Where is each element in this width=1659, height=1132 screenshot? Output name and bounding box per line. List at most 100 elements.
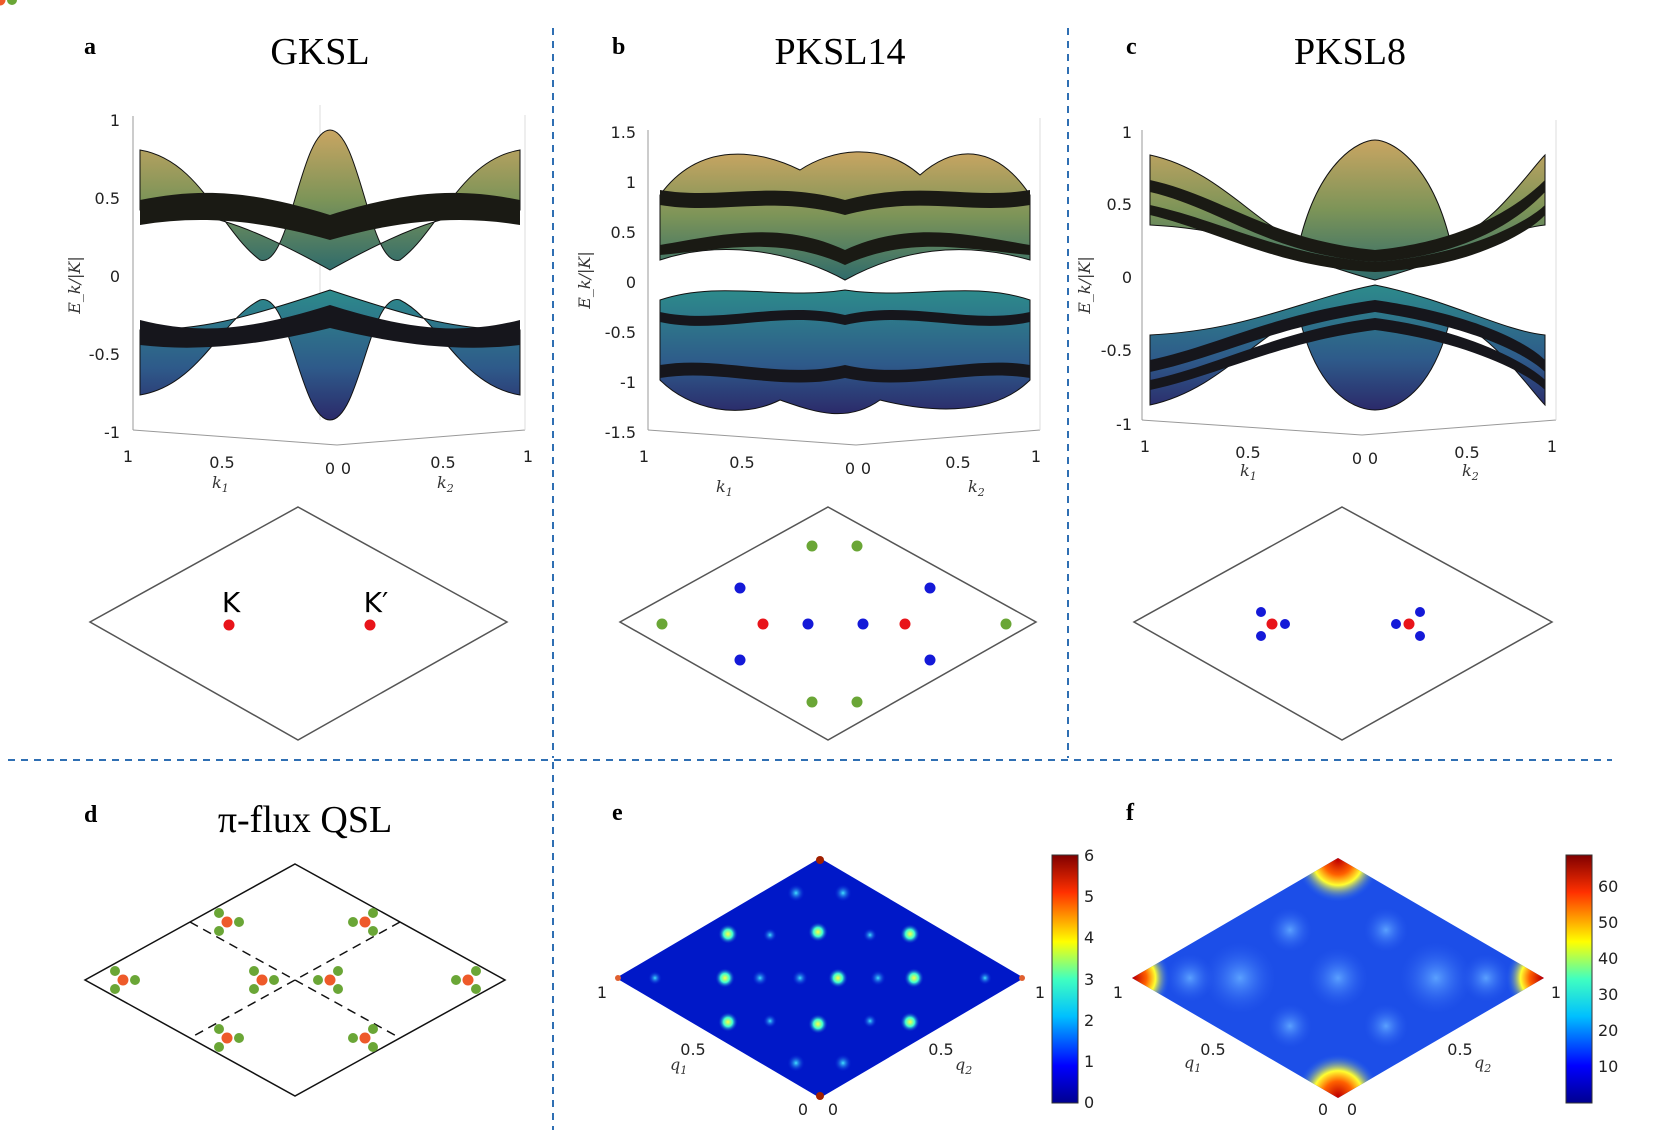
q1-tick: 0.5 xyxy=(680,1040,705,1059)
ylabel-a: E_k/|K| xyxy=(65,256,84,315)
ytick: 1.5 xyxy=(611,123,636,142)
ytick: 1 xyxy=(110,111,120,130)
k1-tick: 0 xyxy=(845,459,855,478)
k1-label-c: k1 xyxy=(1240,461,1257,483)
q1-label-e: q1 xyxy=(670,1055,687,1077)
cbar-tick: 3 xyxy=(1084,970,1094,989)
k-ticks-a: 1 0.5 0 0 0.5 1 xyxy=(123,447,533,478)
bz-c xyxy=(1132,506,1554,741)
k1-label-a: k1 xyxy=(212,473,229,495)
panel-title-b: PKSL14 xyxy=(774,31,906,73)
k1-tick: 1 xyxy=(123,447,133,466)
cbar-tick: 40 xyxy=(1598,949,1618,968)
k1-tick: 0 xyxy=(1352,449,1362,468)
q-ticks-f: 1 0.5 0 0 0.5 1 xyxy=(1113,983,1561,1119)
k2-tick: 0.5 xyxy=(1454,443,1479,462)
cbar-tick: 50 xyxy=(1598,913,1618,932)
cbar-tick: 2 xyxy=(1084,1011,1094,1030)
ylabel-b: E_k/|K| xyxy=(575,251,594,310)
bz-d xyxy=(0,0,507,1097)
panel-title-c: PKSL8 xyxy=(1294,31,1406,73)
k1-tick: 0.5 xyxy=(209,453,234,472)
ytick: 0.5 xyxy=(95,189,120,208)
ytick: -1 xyxy=(620,373,636,392)
dirac-point-K xyxy=(223,619,235,631)
panel-title-a: GKSL xyxy=(270,31,370,73)
cbar-tick: 0 xyxy=(1084,1093,1094,1112)
y-ticks-a: 1 0.5 0 -0.5 -1 xyxy=(89,111,120,442)
heatmap-f: 1 0.5 0 0 0.5 1 q1 q2 60 50 40 30 20 10 xyxy=(1113,854,1618,1119)
colorbar-e: 6 5 4 3 2 1 0 xyxy=(1051,846,1094,1112)
ytick: -1.5 xyxy=(605,423,636,442)
band-plot-c: 1 0.5 0 -0.5 -1 E_k/|K| 1 0.5 0 0 0.5 1 … xyxy=(1075,120,1557,483)
k1-tick: 0.5 xyxy=(729,453,754,472)
q1-tick: 1 xyxy=(1113,983,1123,1002)
q-ticks-e: 1 0.5 0 0 0.5 1 xyxy=(597,983,1045,1119)
k2-tick: 1 xyxy=(1547,437,1557,456)
ytick: -0.5 xyxy=(605,323,636,342)
ytick: 1 xyxy=(626,173,636,192)
bz-b xyxy=(618,506,1038,741)
cbar-tick: 20 xyxy=(1598,1021,1618,1040)
cbar-tick: 60 xyxy=(1598,877,1618,896)
k1-tick: 0.5 xyxy=(1235,443,1260,462)
k2-tick: 0 xyxy=(341,459,351,478)
ytick: 0 xyxy=(626,273,636,292)
q-tick-zero: 0 xyxy=(1347,1100,1357,1119)
colorbar-f: 60 50 40 30 20 10 xyxy=(1565,854,1618,1104)
q1-label-f: q1 xyxy=(1184,1053,1201,1075)
panel-letter-b: b xyxy=(612,34,626,60)
ytick: -1 xyxy=(104,423,120,442)
bz-a: K K′ xyxy=(88,506,509,741)
q2-label-e: q2 xyxy=(955,1055,972,1077)
band-plot-b: 1.5 1 0.5 0 -0.5 -1 -1.5 E_k/|K| 1 0.5 0… xyxy=(575,118,1041,499)
k2-label-b: k2 xyxy=(968,477,985,499)
cbar-tick: 10 xyxy=(1598,1057,1618,1076)
cbar-tick: 30 xyxy=(1598,985,1618,1004)
panel-letter-e: e xyxy=(612,800,623,826)
panel-letter-a: a xyxy=(84,34,96,60)
ytick: 0.5 xyxy=(611,223,636,242)
ytick: 0 xyxy=(1122,268,1132,287)
k1-tick: 1 xyxy=(639,447,649,466)
k2-label-c: k2 xyxy=(1462,461,1479,483)
panel-letter-d: d xyxy=(84,802,98,828)
dirac-point-Kp xyxy=(364,619,376,631)
q1-tick: 1 xyxy=(597,983,607,1002)
ytick: 1 xyxy=(1122,123,1132,142)
ytick: -1 xyxy=(1116,415,1132,434)
cbar-tick: 5 xyxy=(1084,887,1094,906)
q-tick-zero: 0 xyxy=(798,1100,808,1119)
y-ticks-c: 1 0.5 0 -0.5 -1 xyxy=(1101,123,1132,434)
heatmap-e: 1 0.5 0 0 0.5 1 q1 q2 6 5 4 3 2 1 0 xyxy=(597,846,1094,1119)
q2-tick: 1 xyxy=(1035,983,1045,1002)
k1-label-b: k1 xyxy=(716,477,733,499)
q2-tick: 1 xyxy=(1551,983,1561,1002)
ytick: 0.5 xyxy=(1107,195,1132,214)
k2-label-a: k2 xyxy=(437,473,454,495)
q-tick-zero: 0 xyxy=(1318,1100,1328,1119)
label-K: K xyxy=(222,586,241,619)
k2-tick: 0 xyxy=(861,459,871,478)
q2-tick: 0.5 xyxy=(928,1040,953,1059)
k2-tick: 1 xyxy=(523,447,533,466)
cbar-tick: 6 xyxy=(1084,846,1094,865)
ytick: -0.5 xyxy=(89,345,120,364)
k-ticks-b: 1 0.5 0 0 0.5 1 xyxy=(639,447,1041,478)
q1-tick: 0.5 xyxy=(1200,1040,1225,1059)
k1-tick: 1 xyxy=(1140,437,1150,456)
panel-letter-c: c xyxy=(1126,34,1137,60)
cbar-tick: 4 xyxy=(1084,928,1094,947)
k2-tick: 1 xyxy=(1031,447,1041,466)
y-ticks-b: 1.5 1 0.5 0 -0.5 -1 -1.5 xyxy=(605,123,636,442)
band-plot-a: 1 0.5 0 -0.5 -1 E_k/|K| 1 0.5 0 0 0.5 1 … xyxy=(65,105,533,495)
panel-letter-f: f xyxy=(1126,800,1134,826)
q2-tick: 0.5 xyxy=(1447,1040,1472,1059)
ytick: -0.5 xyxy=(1101,341,1132,360)
k1-tick: 0 xyxy=(325,459,335,478)
k2-tick: 0.5 xyxy=(945,453,970,472)
panel-title-d: π-flux QSL xyxy=(217,799,393,841)
q2-label-f: q2 xyxy=(1474,1053,1491,1075)
